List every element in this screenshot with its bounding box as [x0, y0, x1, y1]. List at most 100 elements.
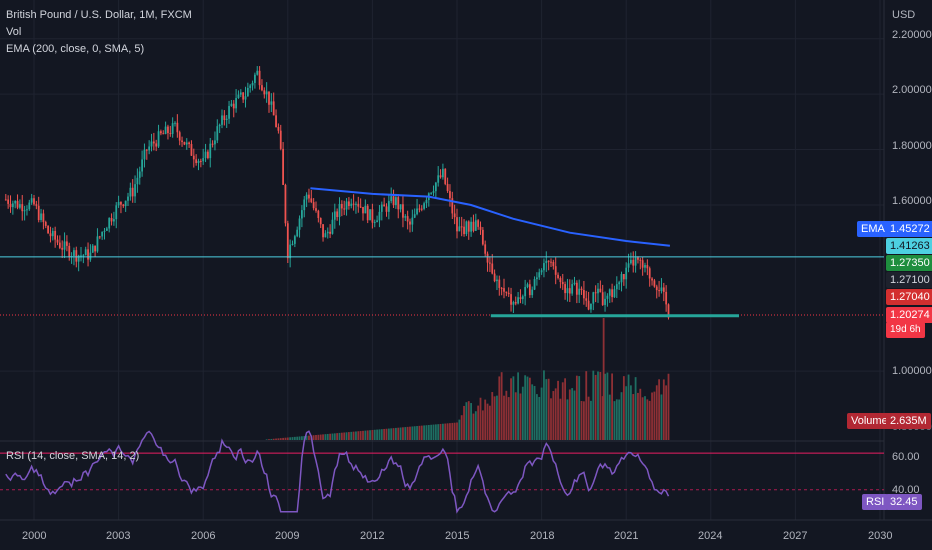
candle-body [143, 149, 146, 160]
candle-body [16, 200, 19, 208]
candle-body [472, 221, 475, 231]
candle-body [98, 236, 101, 238]
volume-bar [547, 378, 550, 440]
candle-body [667, 304, 670, 318]
candle-body [552, 261, 555, 267]
volume-bar [662, 379, 665, 440]
candle-body [127, 196, 129, 201]
candle-body [169, 133, 172, 135]
candle-body [237, 94, 240, 99]
candle-body [204, 151, 207, 159]
volume-bar [324, 434, 327, 440]
candle-body [383, 204, 386, 207]
rsi-tick-label: 40.00 [892, 484, 920, 496]
candle-body [578, 288, 581, 295]
volume-bar [463, 405, 465, 440]
candle-body [618, 282, 621, 285]
rsi-legend[interactable]: RSI (14, close, SMA, 14, 2) [6, 450, 140, 462]
candle-body [19, 204, 21, 208]
open-axis-value: 1.27100 [886, 272, 932, 288]
candle-body [279, 130, 282, 149]
volume-bar [536, 394, 538, 440]
candle-body [540, 270, 543, 273]
candle-body [298, 218, 301, 230]
candle-body [265, 91, 268, 95]
candle-body [484, 244, 487, 254]
candle-body [434, 182, 437, 192]
time-tick-label: 2012 [360, 530, 385, 542]
candle-body [446, 183, 449, 192]
candle-body [286, 223, 289, 259]
volume-bar [474, 411, 477, 440]
candle-body [439, 175, 442, 178]
volume-bar [427, 425, 430, 440]
candle-body [333, 211, 336, 220]
symbol-title[interactable]: British Pound / U.S. Dollar, 1M, FXCM [6, 9, 192, 21]
volume-bar [479, 397, 482, 440]
volume-legend[interactable]: Vol [6, 26, 22, 38]
candle-body [291, 243, 294, 245]
candle-body [413, 214, 416, 218]
candle-body [35, 204, 38, 206]
volume-bar [604, 373, 606, 440]
candle-body [14, 200, 17, 204]
candle-body [519, 297, 522, 300]
candle-body [665, 291, 668, 305]
candle-body [235, 98, 237, 109]
volume-bar [380, 429, 383, 440]
volume-bar [373, 429, 376, 440]
volume-bar [587, 396, 590, 440]
candle-body [68, 245, 71, 258]
candle-body [326, 231, 329, 234]
ema-legend[interactable]: EMA (200, close, 0, SMA, 5) [6, 43, 145, 55]
volume-bar [568, 389, 571, 440]
candle-body [272, 101, 275, 116]
candle-body [338, 203, 341, 218]
volume-bar [641, 397, 644, 440]
volume-bar [418, 425, 421, 440]
ema-200-line [310, 187, 671, 247]
volume-bar [618, 399, 621, 440]
volume-bar [343, 432, 346, 440]
candle-body [101, 231, 104, 237]
candle-body [131, 187, 134, 197]
candle-body [373, 222, 376, 224]
candle-body [458, 226, 461, 232]
volume-bar [486, 403, 489, 440]
volume-bar [597, 371, 599, 440]
candle-body [340, 203, 343, 209]
volume-bar [420, 425, 423, 440]
volume-bar [265, 439, 268, 440]
candle-body [580, 288, 583, 291]
candle-body [474, 220, 477, 231]
candle-body [317, 210, 320, 219]
price-candles[interactable] [4, 66, 670, 320]
volume-bar [371, 430, 374, 440]
volume-bar [333, 433, 336, 440]
candle-body [192, 155, 195, 160]
volume-bar [538, 397, 541, 440]
candle-body [658, 290, 660, 292]
volume-bar [362, 430, 364, 440]
volume-bar [637, 392, 639, 440]
volume-bar [467, 401, 470, 440]
volume-bar [646, 399, 649, 440]
candle-body [507, 292, 510, 295]
volume-bar [442, 423, 444, 440]
grid-lines [0, 0, 932, 521]
volume-bar [526, 376, 529, 440]
volume-bar [395, 427, 397, 440]
candle-body [660, 287, 663, 292]
volume-bar [507, 397, 510, 440]
candle-body [554, 266, 557, 275]
volume-bar [564, 378, 566, 440]
candle-body [634, 257, 637, 266]
volume-bar [308, 435, 310, 440]
candle-body [225, 118, 228, 120]
candle-body [615, 284, 618, 290]
volume-bar [620, 392, 623, 440]
volume-bar [500, 372, 503, 440]
candle-body [329, 231, 331, 234]
candle-body [430, 192, 433, 194]
